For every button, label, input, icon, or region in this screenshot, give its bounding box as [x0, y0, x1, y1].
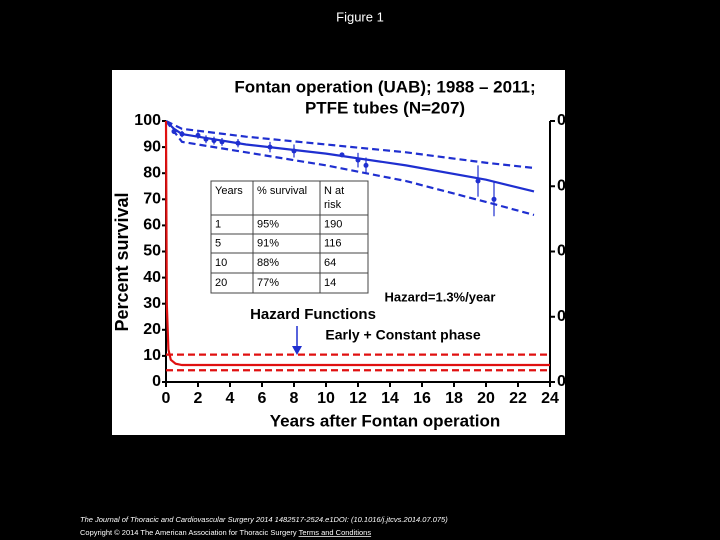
y-tick-label: 50 — [143, 243, 161, 260]
table-cell: 1 — [215, 218, 221, 230]
data-point — [171, 128, 177, 134]
annotation: Hazard Functions — [250, 306, 376, 323]
x-tick-label: 22 — [509, 390, 527, 407]
chart-title: PTFE tubes (N=207) — [305, 98, 465, 117]
y-tick-label: 90 — [143, 138, 161, 155]
y-tick-label: 40 — [143, 269, 161, 286]
data-point — [355, 157, 361, 163]
data-point — [291, 148, 297, 154]
y2-tick-label: 0.10 — [557, 243, 588, 260]
data-point — [195, 132, 201, 138]
data-point — [475, 178, 481, 184]
y-tick-label: 30 — [143, 295, 161, 312]
table-cell: 14 — [324, 277, 336, 289]
x-tick-label: 2 — [194, 390, 203, 407]
table-cell: 77% — [257, 277, 279, 289]
y-tick-label: 100 — [134, 112, 161, 129]
heading: Figure 1 — [336, 9, 384, 24]
series-line — [165, 120, 535, 170]
table-frame — [210, 180, 369, 294]
series-line — [165, 120, 535, 217]
x-tick-label: 14 — [381, 390, 399, 407]
annotation: Early + Constant phase — [325, 327, 480, 343]
table-cell: 95% — [257, 218, 279, 230]
chart-title: Fontan operation (UAB); 1988 – 2011; — [234, 77, 535, 96]
y2-tick-label: 0.05 — [557, 308, 588, 325]
table-cell: 190 — [324, 218, 342, 230]
terms-link[interactable]: Terms and Conditions — [299, 528, 372, 537]
y2-tick-label: 0.20 — [557, 112, 588, 129]
data-point — [491, 196, 497, 202]
x-tick-label: 20 — [477, 390, 495, 407]
y2-tick-label: 0.15 — [557, 177, 588, 194]
data-point — [267, 144, 273, 150]
y-tick-label: 20 — [143, 321, 161, 338]
data-point — [363, 162, 369, 168]
x-axis-label: Years after Fontan operation — [270, 411, 501, 430]
x-tick-label: 4 — [226, 390, 235, 407]
data-point — [219, 139, 225, 145]
x-tick-label: 0 — [162, 390, 171, 407]
table-header: Years — [215, 185, 243, 197]
data-point — [211, 138, 217, 144]
table-header: % survival — [257, 185, 307, 197]
y-tick-label: 80 — [143, 164, 161, 181]
table-cell: 88% — [257, 257, 279, 269]
x-tick-label: 8 — [290, 390, 299, 407]
table-cell: 10 — [215, 257, 227, 269]
x-tick-label: 10 — [317, 390, 335, 407]
data-point — [203, 136, 209, 142]
series-line — [165, 120, 535, 193]
table-cell: 64 — [324, 257, 336, 269]
table-cell: 20 — [215, 277, 227, 289]
x-tick-label: 24 — [541, 390, 559, 407]
footer-citation: The Journal of Thoracic and Cardiovascul… — [80, 515, 448, 524]
y2-axis-label: Hazard (Deaths/Year) — [593, 187, 613, 367]
data-point — [339, 152, 345, 158]
annotation: Hazard=1.3%/year — [385, 289, 496, 304]
table-cell: 5 — [215, 237, 221, 249]
footer-copyright: Copyright © 2014 The American Associatio… — [80, 528, 371, 537]
x-tick-label: 6 — [258, 390, 267, 407]
series-line — [164, 120, 550, 367]
table-cell: 91% — [257, 237, 279, 249]
y-axis-label: Percent survival — [112, 192, 132, 331]
table-cell: 116 — [324, 237, 342, 249]
x-tick-label: 16 — [413, 390, 431, 407]
y-tick-label: 0 — [152, 373, 161, 390]
table-header: N at risk — [324, 185, 344, 211]
data-point — [179, 131, 185, 137]
y-tick-label: 10 — [143, 347, 161, 364]
copyright: Copyright © 2014 The American Associatio… — [80, 528, 297, 537]
data-point — [235, 140, 241, 146]
y2-tick-label: 0.00 — [557, 373, 588, 390]
arrow-head — [292, 346, 302, 355]
x-tick-label: 12 — [349, 390, 367, 407]
y-tick-label: 70 — [143, 191, 161, 208]
y-tick-label: 60 — [143, 217, 161, 234]
x-tick-label: 18 — [445, 390, 463, 407]
